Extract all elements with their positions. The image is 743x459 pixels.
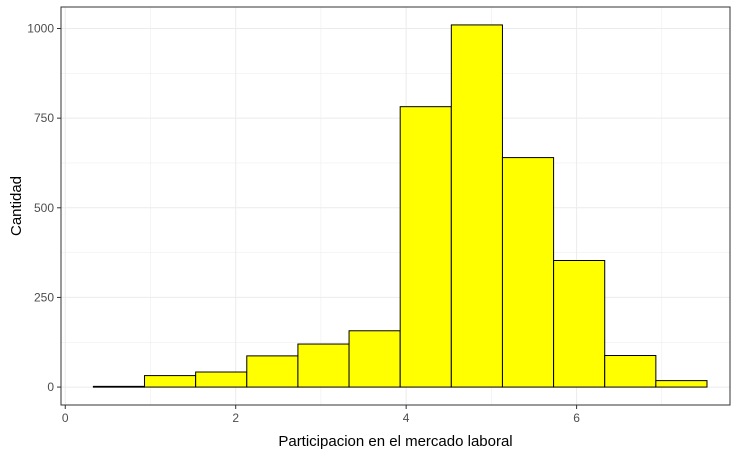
y-tick-label: 250: [34, 290, 54, 304]
axis-ticks: 0 2 4 6 0 250 500 750 1000: [27, 22, 580, 425]
histogram-bar: [553, 260, 606, 388]
x-tick-label: 2: [232, 411, 239, 425]
histogram-bar: [450, 24, 503, 388]
histogram-bar: [144, 375, 197, 388]
y-tick-label: 0: [47, 380, 54, 394]
x-tick-label: 6: [573, 411, 580, 425]
y-tick-label: 750: [34, 111, 54, 125]
histogram-bar: [92, 385, 146, 388]
histogram-bar: [399, 106, 452, 388]
panel-border: [60, 6, 731, 406]
histogram-bar: [501, 157, 555, 388]
x-tick-label: 4: [403, 411, 410, 425]
x-axis-title: Participacion en el mercado laboral: [278, 433, 512, 450]
histogram-bar: [655, 380, 708, 388]
histogram-bar: [348, 330, 401, 388]
histogram-bars: [92, 24, 708, 388]
histogram-bar: [297, 343, 350, 388]
y-tick-label: 1000: [27, 22, 54, 36]
y-tick-label: 500: [34, 201, 54, 215]
histogram-bar: [604, 355, 657, 388]
histogram-bar: [195, 371, 248, 388]
y-axis-title: Cantidad: [8, 176, 25, 236]
histogram-bar: [246, 355, 299, 388]
x-tick-label: 0: [62, 411, 69, 425]
